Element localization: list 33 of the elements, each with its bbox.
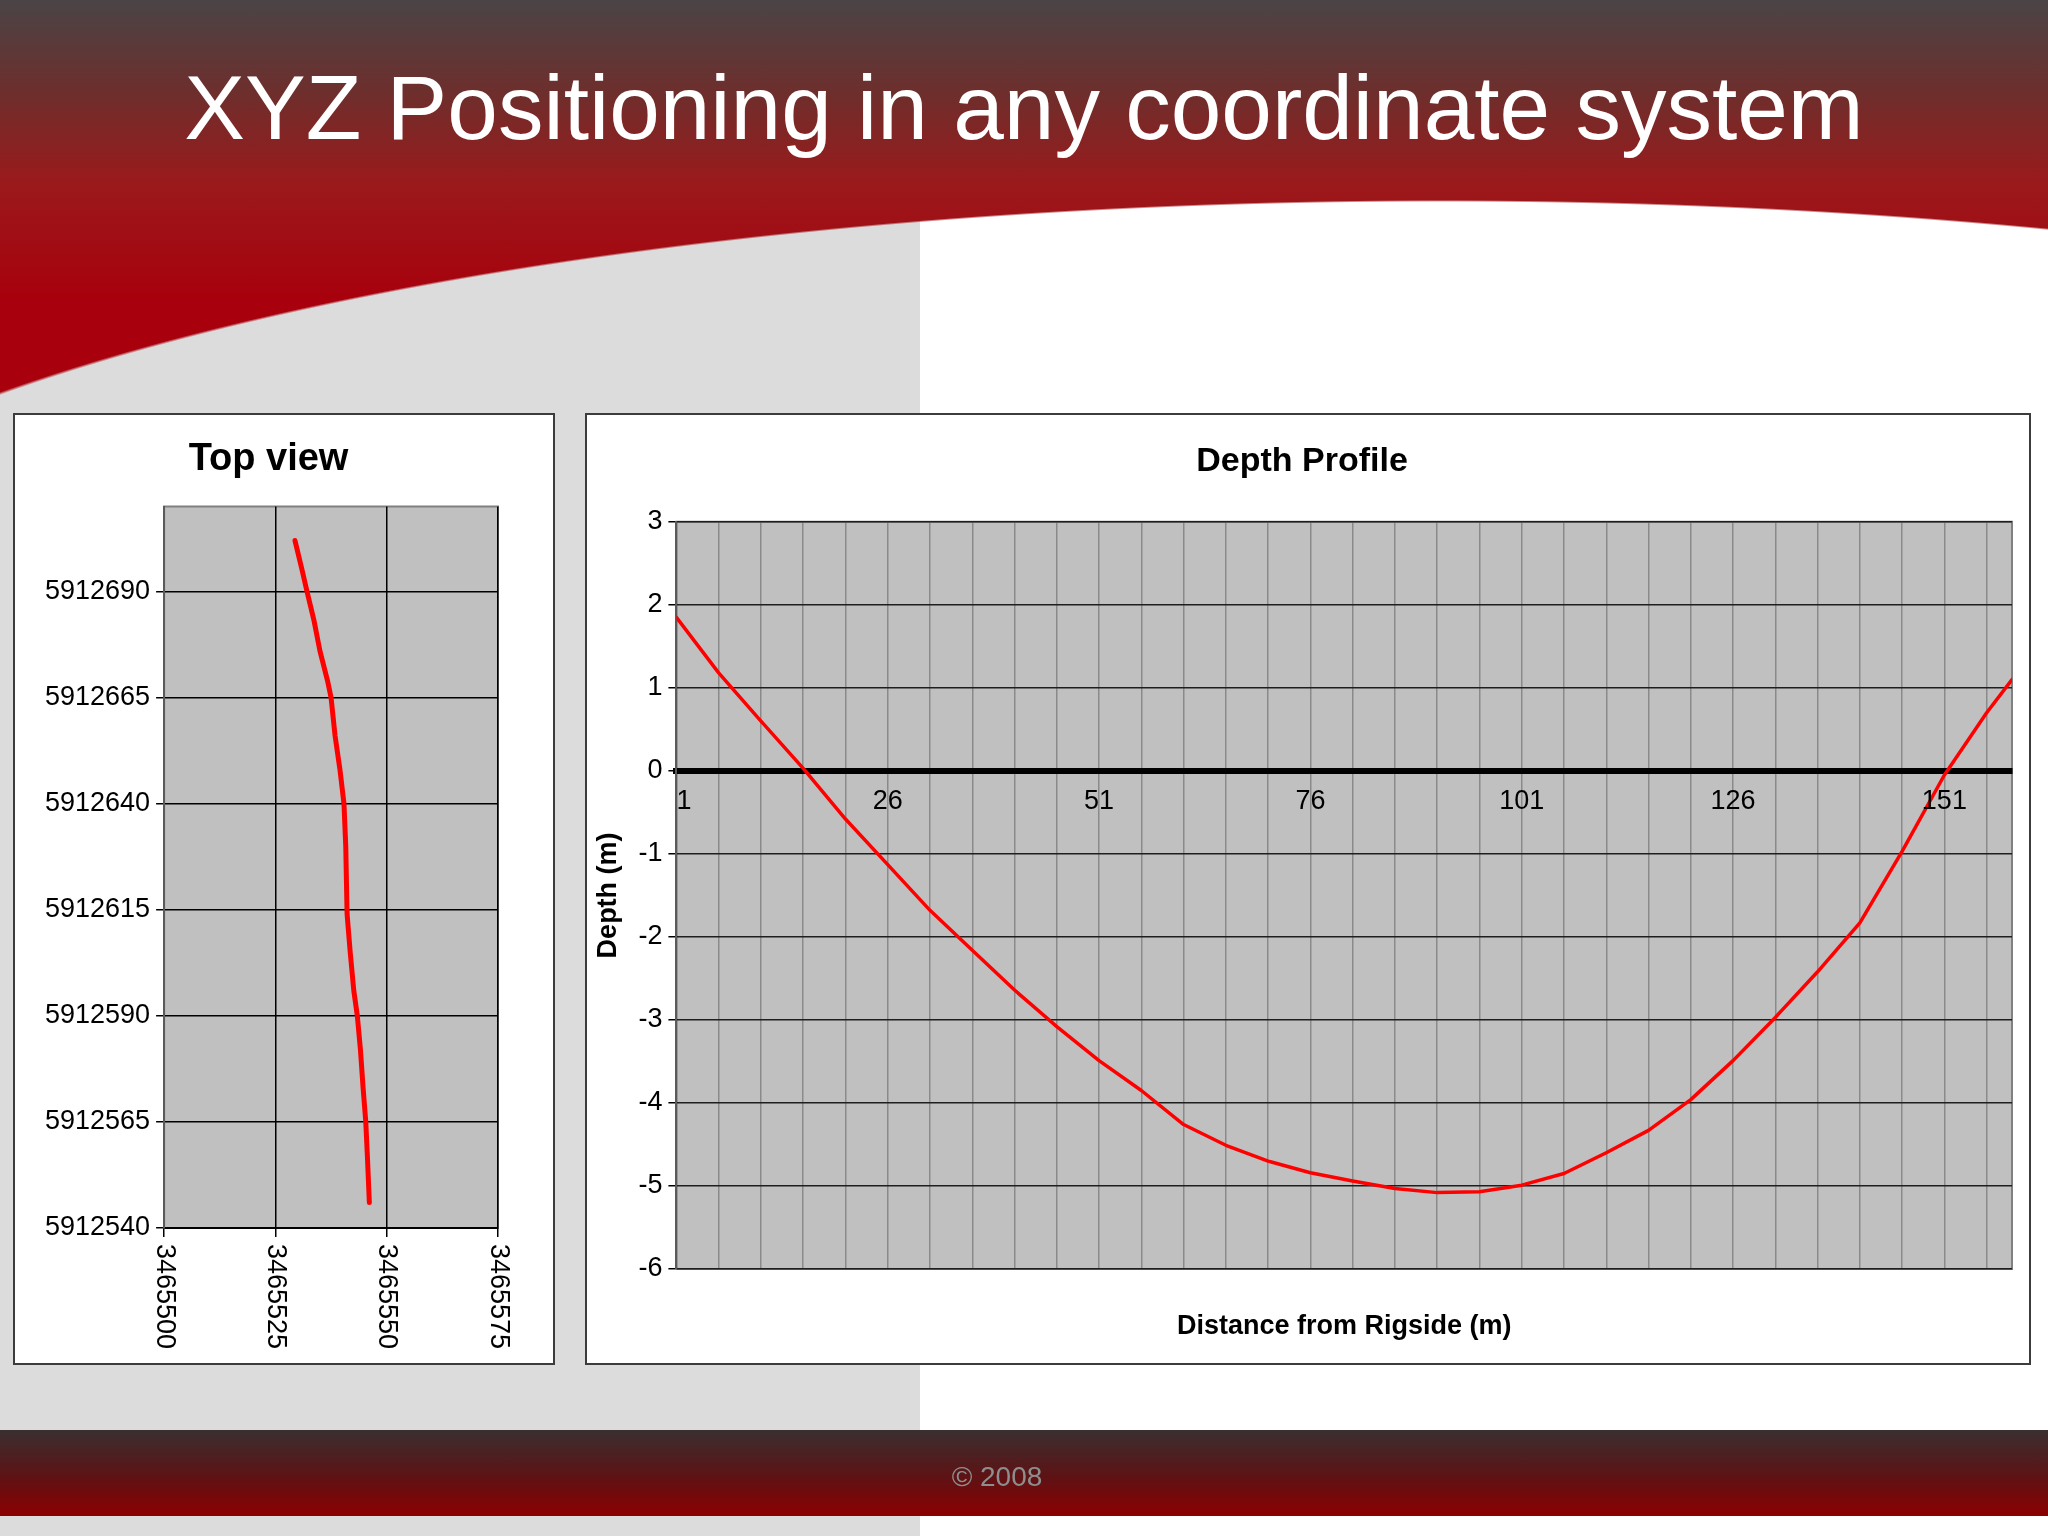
y-tick-label: -6 (638, 1252, 663, 1283)
x-tick-label: 3465575 (484, 1244, 515, 1350)
y-tick-label: -3 (638, 1003, 663, 1034)
x-tick-label: 26 (872, 784, 903, 815)
y-tick-label: 2 (647, 588, 663, 619)
chart-title: Depth Profile (1196, 439, 1408, 478)
y-axis-title: Depth (m) (591, 832, 622, 959)
x-tick-label: 3465550 (373, 1244, 404, 1350)
y-tick-label: -2 (638, 920, 663, 951)
text: XYZ Positioning in any coordinate system (183, 56, 1865, 160)
y-tick-label: -4 (638, 1086, 663, 1117)
y-tick-label: -1 (638, 837, 663, 868)
x-tick-label: 76 (1295, 784, 1326, 815)
y-tick-label: 5912590 (44, 999, 151, 1030)
x-tick-label: 3465500 (150, 1244, 181, 1350)
y-tick-label: 0 (647, 754, 663, 785)
x-tick-label: 51 (1084, 784, 1115, 815)
y-tick-label: 5912640 (44, 787, 151, 818)
x-tick-label: 126 (1710, 784, 1756, 815)
y-tick-label: 1 (647, 671, 663, 702)
y-tick-label: 5912690 (44, 574, 151, 605)
x-axis-title: Distance from Rigside (m) (1176, 1310, 1512, 1341)
y-tick-label: 5912565 (44, 1105, 151, 1136)
chart-title: Top view (188, 436, 349, 479)
x-tick-label: 3465525 (261, 1244, 292, 1350)
y-tick-label: 5912665 (44, 681, 151, 712)
y-tick-label: -5 (638, 1169, 663, 1200)
y-tick-label: 5912540 (44, 1211, 151, 1242)
x-tick-label: 101 (1499, 784, 1545, 815)
y-tick-label: 3 (647, 505, 663, 536)
y-tick-label: 5912615 (44, 893, 151, 924)
x-tick-label: 1 (676, 784, 692, 815)
text: © 2008 (950, 1460, 1044, 1494)
